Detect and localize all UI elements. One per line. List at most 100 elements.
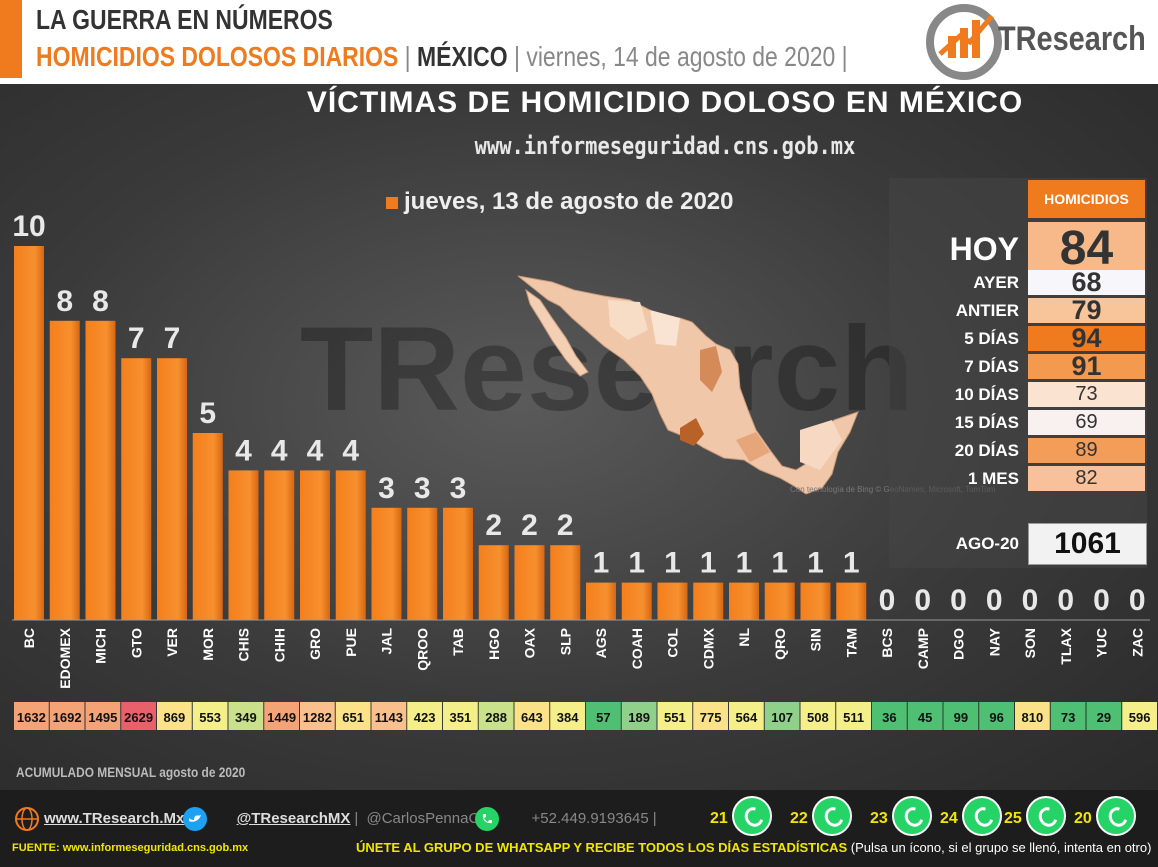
data-label-chis: 4 [235, 434, 252, 467]
twitter-link[interactable]: @TResearchMX [236, 810, 351, 827]
data-label-camp: 0 [914, 584, 931, 617]
tresearch-logo: TResearch [926, 2, 1156, 80]
data-label-zac: 0 [1129, 584, 1146, 617]
monthly-value-qro: 107 [771, 710, 793, 725]
x-tick-cdmx: CDMX [700, 627, 716, 669]
bar-gro [300, 470, 330, 620]
data-label-cdmx: 1 [700, 547, 717, 580]
monthly-cell-col [657, 702, 693, 730]
footer-links: www.TResearch.Mx| @TResearchMX| @CarlosP… [44, 810, 657, 827]
bar-edomex [49, 320, 80, 620]
legend: jueves, 13 de agosto de 2020 [386, 188, 734, 216]
monthly-cell-tam [836, 702, 871, 730]
monthly-value-nl: 564 [736, 710, 758, 725]
bar-gto [121, 358, 152, 620]
data-label-jal: 3 [378, 472, 395, 505]
phone-number[interactable]: +52.449.9193645 [531, 810, 649, 827]
x-tick-coah: COAH [629, 628, 645, 669]
bar-coah [621, 582, 652, 620]
summary-value-5-dias: 94 [1028, 325, 1145, 352]
data-label-mor: 5 [199, 397, 216, 430]
x-tick-oax: OAX [522, 627, 538, 658]
x-tick-tam: TAM [843, 628, 859, 657]
bar-tam [836, 582, 867, 620]
header-subtitle: HOMICIDIOS DOLOSOS DIARIOS | MÉXICO | vi… [36, 41, 848, 73]
twitter-link-2[interactable]: @CarlosPennaC [366, 810, 480, 827]
summary-value-1-mes: 82 [1028, 466, 1145, 491]
summary-label-hoy: HOY [949, 231, 1019, 267]
data-label-chih: 4 [271, 434, 288, 467]
footer-source: FUENTE: www.informeseguridad.cns.gob.mx [12, 842, 249, 854]
summary-value-15-dias: 69 [1028, 410, 1145, 435]
twitter-icon[interactable] [182, 806, 208, 832]
legend-label: jueves, 13 de agosto de 2020 [404, 188, 734, 215]
whatsapp-phone-icon[interactable] [474, 806, 500, 832]
x-tick-col: COL [665, 628, 681, 658]
header-separator: | [835, 41, 848, 72]
monthly-cell-zac [1122, 702, 1157, 730]
monthly-value-bc: 1632 [17, 710, 46, 725]
whatsapp-group-number: 22 [790, 810, 808, 827]
monthly-value-edomex: 1692 [53, 710, 82, 725]
whatsapp-invite-note: (Pulsa un ícono, si el grupo se llenó, i… [847, 840, 1152, 855]
bar-jal [371, 507, 402, 620]
bar-qroo [407, 507, 438, 620]
x-tick-nl: NL [736, 628, 752, 647]
monthly-cell-sin [800, 702, 836, 730]
x-tick-sin: SIN [808, 628, 824, 651]
monthly-value-tlax: 73 [1061, 710, 1075, 725]
header-country: MÉXICO [417, 41, 508, 72]
whatsapp-icon[interactable] [732, 796, 772, 836]
whatsapp-icon[interactable] [892, 796, 932, 836]
data-label-nay: 0 [986, 584, 1003, 617]
bar-slp [550, 545, 581, 620]
monthly-cell-edomex [49, 702, 85, 730]
monthly-cell-chis [228, 702, 264, 730]
summary-label-5-dias: 5 DÍAS [964, 329, 1019, 348]
monthly-cell-jal [371, 702, 407, 730]
whatsapp-group-number: 24 [940, 810, 958, 827]
bar-mich [85, 320, 116, 620]
bar-pue [335, 470, 366, 620]
whatsapp-icon[interactable] [962, 796, 1002, 836]
bar-hgo [478, 545, 509, 620]
monthly-value-tab: 351 [450, 710, 472, 725]
monthly-value-pue: 651 [342, 710, 364, 725]
x-tick-slp: SLP [557, 628, 573, 655]
header: LA GUERRA EN NÚMEROS HOMICIDIOS DOLOSOS … [0, 0, 1158, 82]
monthly-value-mich: 1495 [88, 710, 117, 725]
header-title: LA GUERRA EN NÚMEROS [36, 4, 333, 35]
bar-chis [228, 470, 259, 620]
website-link[interactable]: www.TResearch.Mx [44, 810, 185, 827]
monthly-value-chih: 1449 [267, 710, 296, 725]
monthly-value-bcs: 36 [882, 710, 896, 725]
monthly-cell-gto [121, 702, 156, 730]
data-label-pue: 4 [342, 434, 359, 467]
monthly-cell-bcs [872, 702, 907, 730]
bar-tab [443, 507, 473, 620]
summary-label-20-dias: 20 DÍAS [954, 441, 1019, 460]
monthly-value-ver: 869 [164, 710, 186, 725]
summary-value-20-dias: 89 [1028, 438, 1145, 463]
monthly-value-slp: 384 [557, 710, 579, 725]
monthly-cell-ver [157, 702, 192, 730]
summary-label-15-dias: 15 DÍAS [954, 413, 1019, 432]
monthly-cell-bc [14, 702, 49, 730]
monthly-cell-camp [907, 702, 943, 730]
data-label-tam: 1 [843, 547, 860, 580]
bar-oax [514, 545, 545, 620]
whatsapp-icon[interactable] [1096, 796, 1136, 836]
monthly-value-gro: 1282 [303, 710, 332, 725]
header-separator: | [507, 41, 527, 72]
monthly-cell-coah [621, 702, 657, 730]
summary-month-label: AGO-20 [955, 534, 1019, 553]
monthly-value-col: 551 [664, 710, 686, 725]
whatsapp-icon[interactable] [812, 796, 852, 836]
data-label-dgo: 0 [950, 584, 967, 617]
monthly-value-coah: 189 [628, 710, 650, 725]
whatsapp-icon[interactable] [1026, 796, 1066, 836]
monthly-value-zac: 596 [1129, 710, 1151, 725]
x-tick-bcs: BCS [879, 628, 895, 658]
x-tick-yuc: YUC [1094, 628, 1110, 658]
monthly-cell-pue [335, 702, 371, 730]
